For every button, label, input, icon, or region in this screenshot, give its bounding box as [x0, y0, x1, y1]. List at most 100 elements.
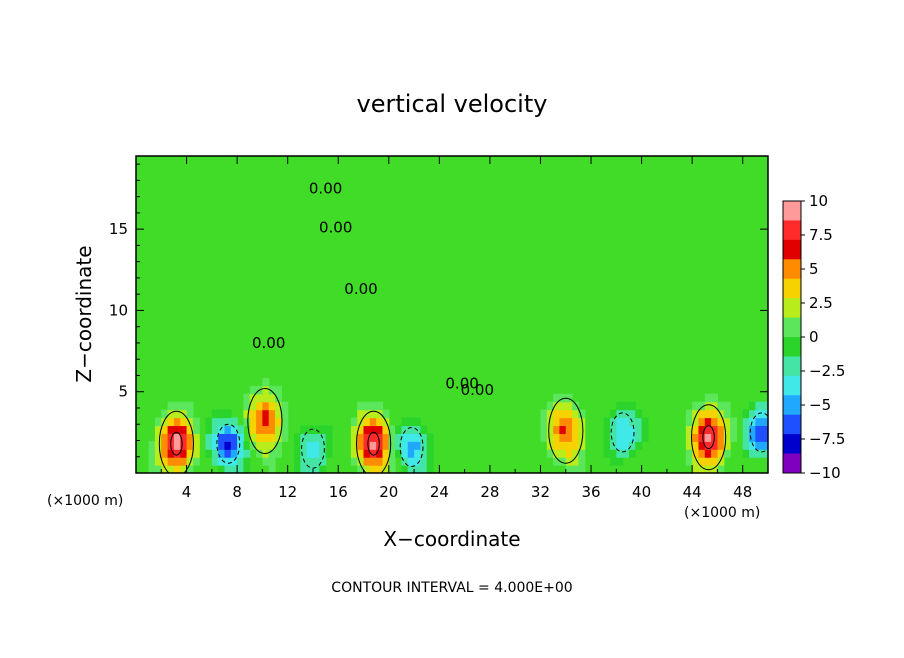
contour-line — [749, 412, 768, 453]
heatmap-cell — [717, 457, 725, 466]
heatmap-cell — [268, 393, 276, 403]
heatmap-cell — [420, 465, 428, 473]
heatmap-cell — [755, 425, 763, 434]
heatmap-cell — [237, 449, 245, 458]
heatmap-cell — [395, 425, 403, 434]
heatmap-cell — [306, 449, 314, 458]
heatmap-cell — [420, 441, 428, 450]
heatmap-cell — [294, 457, 301, 466]
heatmap-cell — [749, 409, 756, 419]
heatmap-cell — [426, 433, 434, 442]
heatmap-cell — [186, 457, 194, 466]
heatmap-cell — [173, 441, 181, 450]
x-tick-label: 12 — [278, 483, 297, 501]
heatmap-cell — [420, 433, 428, 442]
heatmap-cell — [616, 457, 624, 466]
heatmap-cell — [237, 425, 245, 434]
heatmap-cell — [262, 385, 270, 395]
colorbar-label: −5 — [809, 396, 831, 414]
colorbar-label: 10 — [809, 192, 828, 210]
heatmap-cell — [717, 441, 725, 450]
heatmap-cell — [167, 409, 175, 419]
contour-label: 0.00 — [344, 280, 377, 298]
heatmap-cell — [268, 457, 276, 466]
heatmap-cell — [363, 465, 371, 473]
heatmap-cell — [407, 449, 415, 458]
heatmap-cell — [540, 433, 548, 442]
heatmap-cell — [698, 425, 706, 434]
heatmap-cell — [275, 385, 282, 395]
heatmap-cell — [369, 441, 377, 450]
heatmap-cell — [180, 465, 188, 473]
heatmap-cell — [578, 433, 586, 442]
heatmap-cell — [262, 401, 270, 411]
heatmap-cell — [180, 425, 188, 434]
colorbar-swatch — [783, 356, 801, 377]
heatmap-cell — [268, 409, 276, 419]
heatmap-cell — [546, 433, 554, 442]
heatmap-cell — [641, 417, 649, 427]
heatmap-cell — [173, 457, 181, 466]
heatmap-cell — [281, 433, 289, 442]
heatmap-cell — [572, 401, 579, 411]
heatmap-cell — [540, 425, 548, 434]
heatmap-cell — [578, 457, 586, 466]
heatmap-cell — [420, 449, 428, 458]
heatmap-cell — [262, 425, 270, 434]
heatmap-cell — [420, 457, 428, 466]
heatmap-cell — [357, 457, 365, 466]
heatmap-cell — [306, 433, 314, 442]
heatmap-cell — [205, 417, 213, 427]
contour-label: 0.00 — [445, 375, 478, 393]
x-axis-label: X−coordinate — [383, 527, 520, 551]
heatmap-cell — [180, 449, 188, 458]
heatmap-cell — [382, 433, 390, 442]
heatmap-cell — [685, 409, 693, 419]
plot-frame — [135, 155, 769, 474]
heatmap-cell — [154, 441, 162, 450]
heatmap-cell — [154, 465, 162, 473]
heatmap-cell — [395, 441, 403, 450]
y-axis: 5 10 15 — [109, 163, 768, 458]
heatmap-cell — [218, 449, 226, 458]
heatmap-cell — [224, 441, 232, 450]
heatmap-cell — [186, 409, 194, 419]
heatmap-cell — [395, 433, 403, 442]
heatmap-cell — [312, 457, 320, 466]
heatmap-cell — [376, 465, 384, 473]
heatmap-cell — [565, 417, 573, 427]
heatmap-cell — [698, 465, 706, 473]
heatmap-cell — [382, 449, 390, 458]
heatmap-cell — [704, 401, 712, 411]
contour-line — [367, 431, 380, 456]
x-unit-right: (×1000 m) — [684, 505, 760, 521]
heatmap-cell — [742, 409, 750, 419]
colorbar-swatch — [783, 414, 801, 435]
heatmap-cell — [268, 465, 276, 473]
heatmap-cell — [243, 401, 251, 411]
heatmap-cell — [161, 441, 169, 450]
colorbar-label: −2.5 — [809, 362, 845, 380]
heatmap-cell — [237, 465, 245, 473]
heatmap-cell — [616, 449, 624, 458]
heatmap-cell — [749, 449, 756, 458]
heatmap-cell — [730, 425, 737, 434]
heatmap-cell — [622, 441, 630, 450]
contour-label: 0.00 — [252, 334, 285, 352]
heatmap-cell — [546, 425, 554, 434]
heatmap-cell — [382, 465, 390, 473]
heatmap-cell — [565, 449, 573, 458]
heatmap-cell — [218, 441, 226, 450]
heatmap-cell — [262, 433, 270, 442]
heatmap-cell — [553, 457, 561, 466]
heatmap-cell — [704, 393, 712, 403]
heatmap-cell — [224, 417, 232, 427]
chart-title: vertical velocity — [357, 90, 548, 118]
heatmap-cell — [603, 433, 611, 442]
heatmap-cell — [186, 425, 194, 434]
heatmap-cell — [161, 457, 169, 466]
heatmap-cell — [711, 401, 719, 411]
colorbar-swatch — [783, 453, 801, 474]
heatmap-cell — [262, 417, 270, 427]
heatmap-cell — [357, 425, 365, 434]
